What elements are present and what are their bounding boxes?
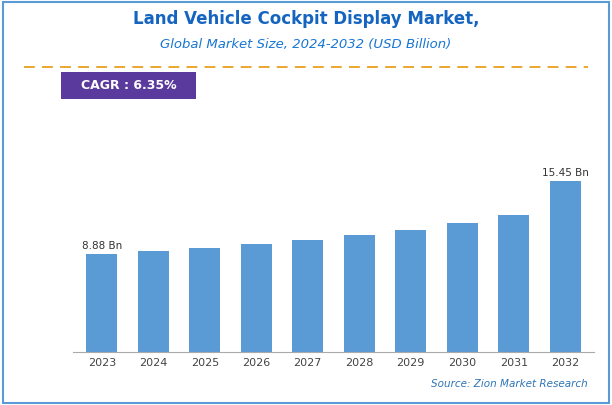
Text: Land Vehicle Cockpit Display Market,: Land Vehicle Cockpit Display Market,	[133, 10, 479, 28]
Bar	[293, 240, 323, 352]
Bar	[447, 224, 478, 352]
Text: 8.88 Bn: 8.88 Bn	[81, 241, 122, 251]
Bar	[138, 251, 169, 352]
Text: Source: Zion Market Research: Source: Zion Market Research	[431, 379, 588, 389]
Bar	[498, 215, 529, 352]
Bar	[86, 254, 118, 352]
Text: Global Market Size, 2024-2032 (USD Billion): Global Market Size, 2024-2032 (USD Billi…	[160, 38, 452, 51]
Text: CAGR : 6.35%: CAGR : 6.35%	[81, 79, 176, 92]
Bar	[550, 181, 581, 352]
Text: 15.45 Bn: 15.45 Bn	[542, 168, 589, 178]
Bar	[344, 235, 375, 352]
Bar	[395, 230, 426, 352]
Bar	[189, 249, 220, 352]
Bar	[241, 244, 272, 352]
